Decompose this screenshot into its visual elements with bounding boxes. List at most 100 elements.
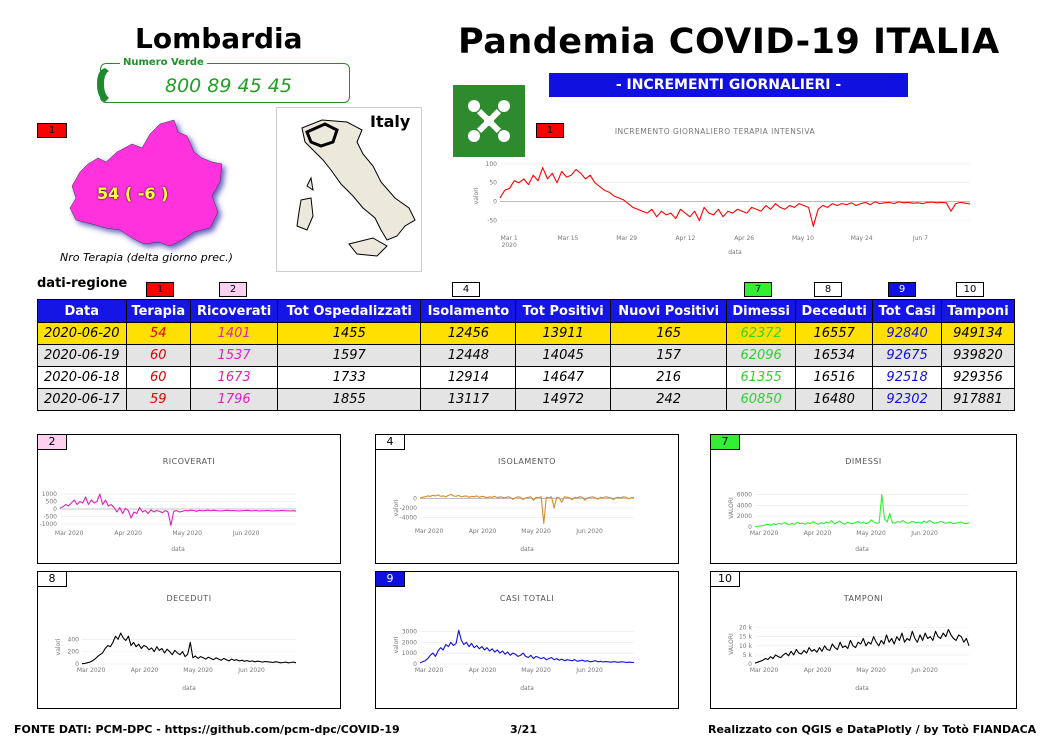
x-tick-label: Jun 2020: [575, 528, 603, 535]
table-cell: 2020-06-17: [37, 388, 127, 411]
col-header: Nuovi Positivi: [610, 299, 728, 323]
x-tick-year: 2020: [502, 242, 517, 249]
y-tick-label: 4000: [737, 502, 752, 509]
table-tag-terapia: 1: [146, 282, 174, 297]
series-line-deceduti: [81, 632, 297, 665]
col-header: Deceduti: [795, 299, 874, 323]
y-tick-label: 100: [486, 161, 498, 168]
series-line-casi: [419, 629, 635, 664]
x-tick-label: Apr 2020: [804, 530, 832, 537]
table-cell: 54: [125, 322, 192, 345]
table-cell: 2020-06-19: [37, 344, 127, 367]
panel-tag: 4: [376, 435, 405, 450]
y-tick-label: 0: [493, 199, 497, 206]
x-tick-label: May 2020: [521, 528, 551, 535]
table-cell: 60: [125, 366, 192, 389]
table-cell: 1597: [277, 344, 422, 367]
x-tick-label: Jun 2020: [232, 530, 260, 537]
x-tick-label: Apr 2020: [469, 528, 497, 535]
table-cell: 13117: [420, 388, 517, 411]
x-tick-label: Jun 2020: [237, 667, 265, 674]
col-header: Dimessi: [726, 299, 797, 323]
table-cell: 60850: [726, 388, 797, 411]
data-table: Data Terapia Ricoverati Tot Ospedalizzat…: [37, 299, 1016, 411]
x-axis-label: data: [855, 685, 869, 692]
italy-inset-map: [276, 107, 422, 272]
y-tick-label: 0: [748, 524, 752, 531]
terapia-chart-tag: 1: [536, 123, 564, 138]
table-tag-ricoverati: 2: [219, 282, 247, 297]
table-cell: 16557: [795, 322, 874, 345]
y-tick-label: 0: [748, 661, 752, 668]
chart-panel-tamponi: 10 TAMPONI 20 k 15 k 10 k 5 k 0 Mar 2020 Apr 2…: [710, 571, 1017, 709]
y-tick-label: 5 k: [743, 652, 753, 659]
x-axis-label: data: [855, 546, 869, 553]
x-tick-label: Apr 2020: [131, 667, 159, 674]
y-tick-label: 20 k: [739, 625, 753, 632]
footer-source[interactable]: FONTE DATI: PCM-DPC - https://github.com…: [14, 723, 400, 736]
y-axis-label: valori: [38, 500, 40, 517]
isolamento-chart: 0 -2000 -4000 Mar 2020 Apr 2020 May 2020 Jun 2…: [393, 493, 635, 553]
table-cell: 1673: [190, 366, 279, 389]
y-axis-label: VALORI: [728, 633, 735, 655]
table-row: 2020-06-18 60 1673 1733 12914 14647 216 …: [37, 366, 1016, 389]
table-cell: 16534: [795, 344, 874, 367]
y-tick-label: 10 k: [739, 643, 753, 650]
table-cell: 60: [125, 344, 192, 367]
chart-panel-ricoverati: 2 RICOVERATI 1000 500 0 -500 -1000 Mar 2020 Ap…: [37, 434, 341, 564]
table-cell: 14647: [515, 366, 612, 389]
table-cell: 12914: [420, 366, 517, 389]
table-cell: 92302: [872, 388, 942, 411]
col-header: Tot Ospedalizzati: [277, 299, 422, 323]
table-cell: 62096: [726, 344, 797, 367]
table-cell: 2020-06-20: [37, 322, 127, 345]
x-tick-label: Apr 12: [675, 235, 695, 242]
hotline-label: Numero Verde: [120, 57, 207, 68]
y-tick-label: -500: [43, 514, 57, 521]
table-cell: 242: [610, 388, 728, 411]
y-tick-label: 50: [489, 180, 497, 187]
x-tick-label: Mar 15: [557, 235, 578, 242]
table-cell: 929356: [940, 366, 1016, 389]
table-tag-dimessi: 7: [744, 282, 772, 297]
page-title: Pandemia COVID-19 ITALIA: [458, 22, 1000, 62]
series-line-terapia: [499, 167, 971, 227]
x-tick-label: Apr 2020: [804, 667, 832, 674]
x-tick-label: Mar 2020: [415, 667, 444, 674]
x-tick-label: May 2020: [856, 530, 886, 537]
chart-panel-isolamento: 4 ISOLAMENTO 0 -2000 -4000 Mar 2020 Apr 2020…: [375, 434, 679, 564]
table-cell: 13911: [515, 322, 612, 345]
y-tick-label: -50: [487, 218, 497, 225]
hotline-number[interactable]: 800 89 45 45: [165, 75, 292, 97]
x-tick-label: Jun 2020: [575, 667, 603, 674]
x-tick-label: May 2020: [172, 530, 202, 537]
y-axis-label: valori: [55, 638, 62, 655]
x-tick-label: Apr 2020: [469, 667, 497, 674]
y-axis-label: VALORI: [728, 497, 735, 519]
lombardia-map: [69, 119, 223, 247]
table-cell: 949134: [940, 322, 1016, 345]
x-axis-label: data: [728, 249, 742, 256]
table-cell: 59: [125, 388, 192, 411]
x-tick-label: Jun 2020: [910, 530, 938, 537]
y-tick-label: -4000: [400, 515, 418, 522]
col-header: Tot Casi: [872, 299, 942, 323]
x-axis-label: data: [182, 685, 196, 692]
y-axis-label: valori: [393, 636, 400, 653]
map-caption: Nro Terapia (delta giorno prec.): [60, 251, 233, 264]
table-cell: 16480: [795, 388, 874, 411]
table-cell: 216: [610, 366, 728, 389]
table-row: 2020-06-19 60 1537 1597 12448 14045 157 …: [37, 344, 1016, 367]
series-line-isolamento: [419, 493, 635, 525]
y-tick-label: 0: [75, 661, 79, 668]
y-tick-label: 0: [413, 495, 417, 502]
panel-tag: 9: [376, 572, 405, 587]
table-cell: 92840: [872, 322, 942, 345]
table-cell: 14972: [515, 388, 612, 411]
y-tick-label: 15 k: [739, 634, 753, 641]
